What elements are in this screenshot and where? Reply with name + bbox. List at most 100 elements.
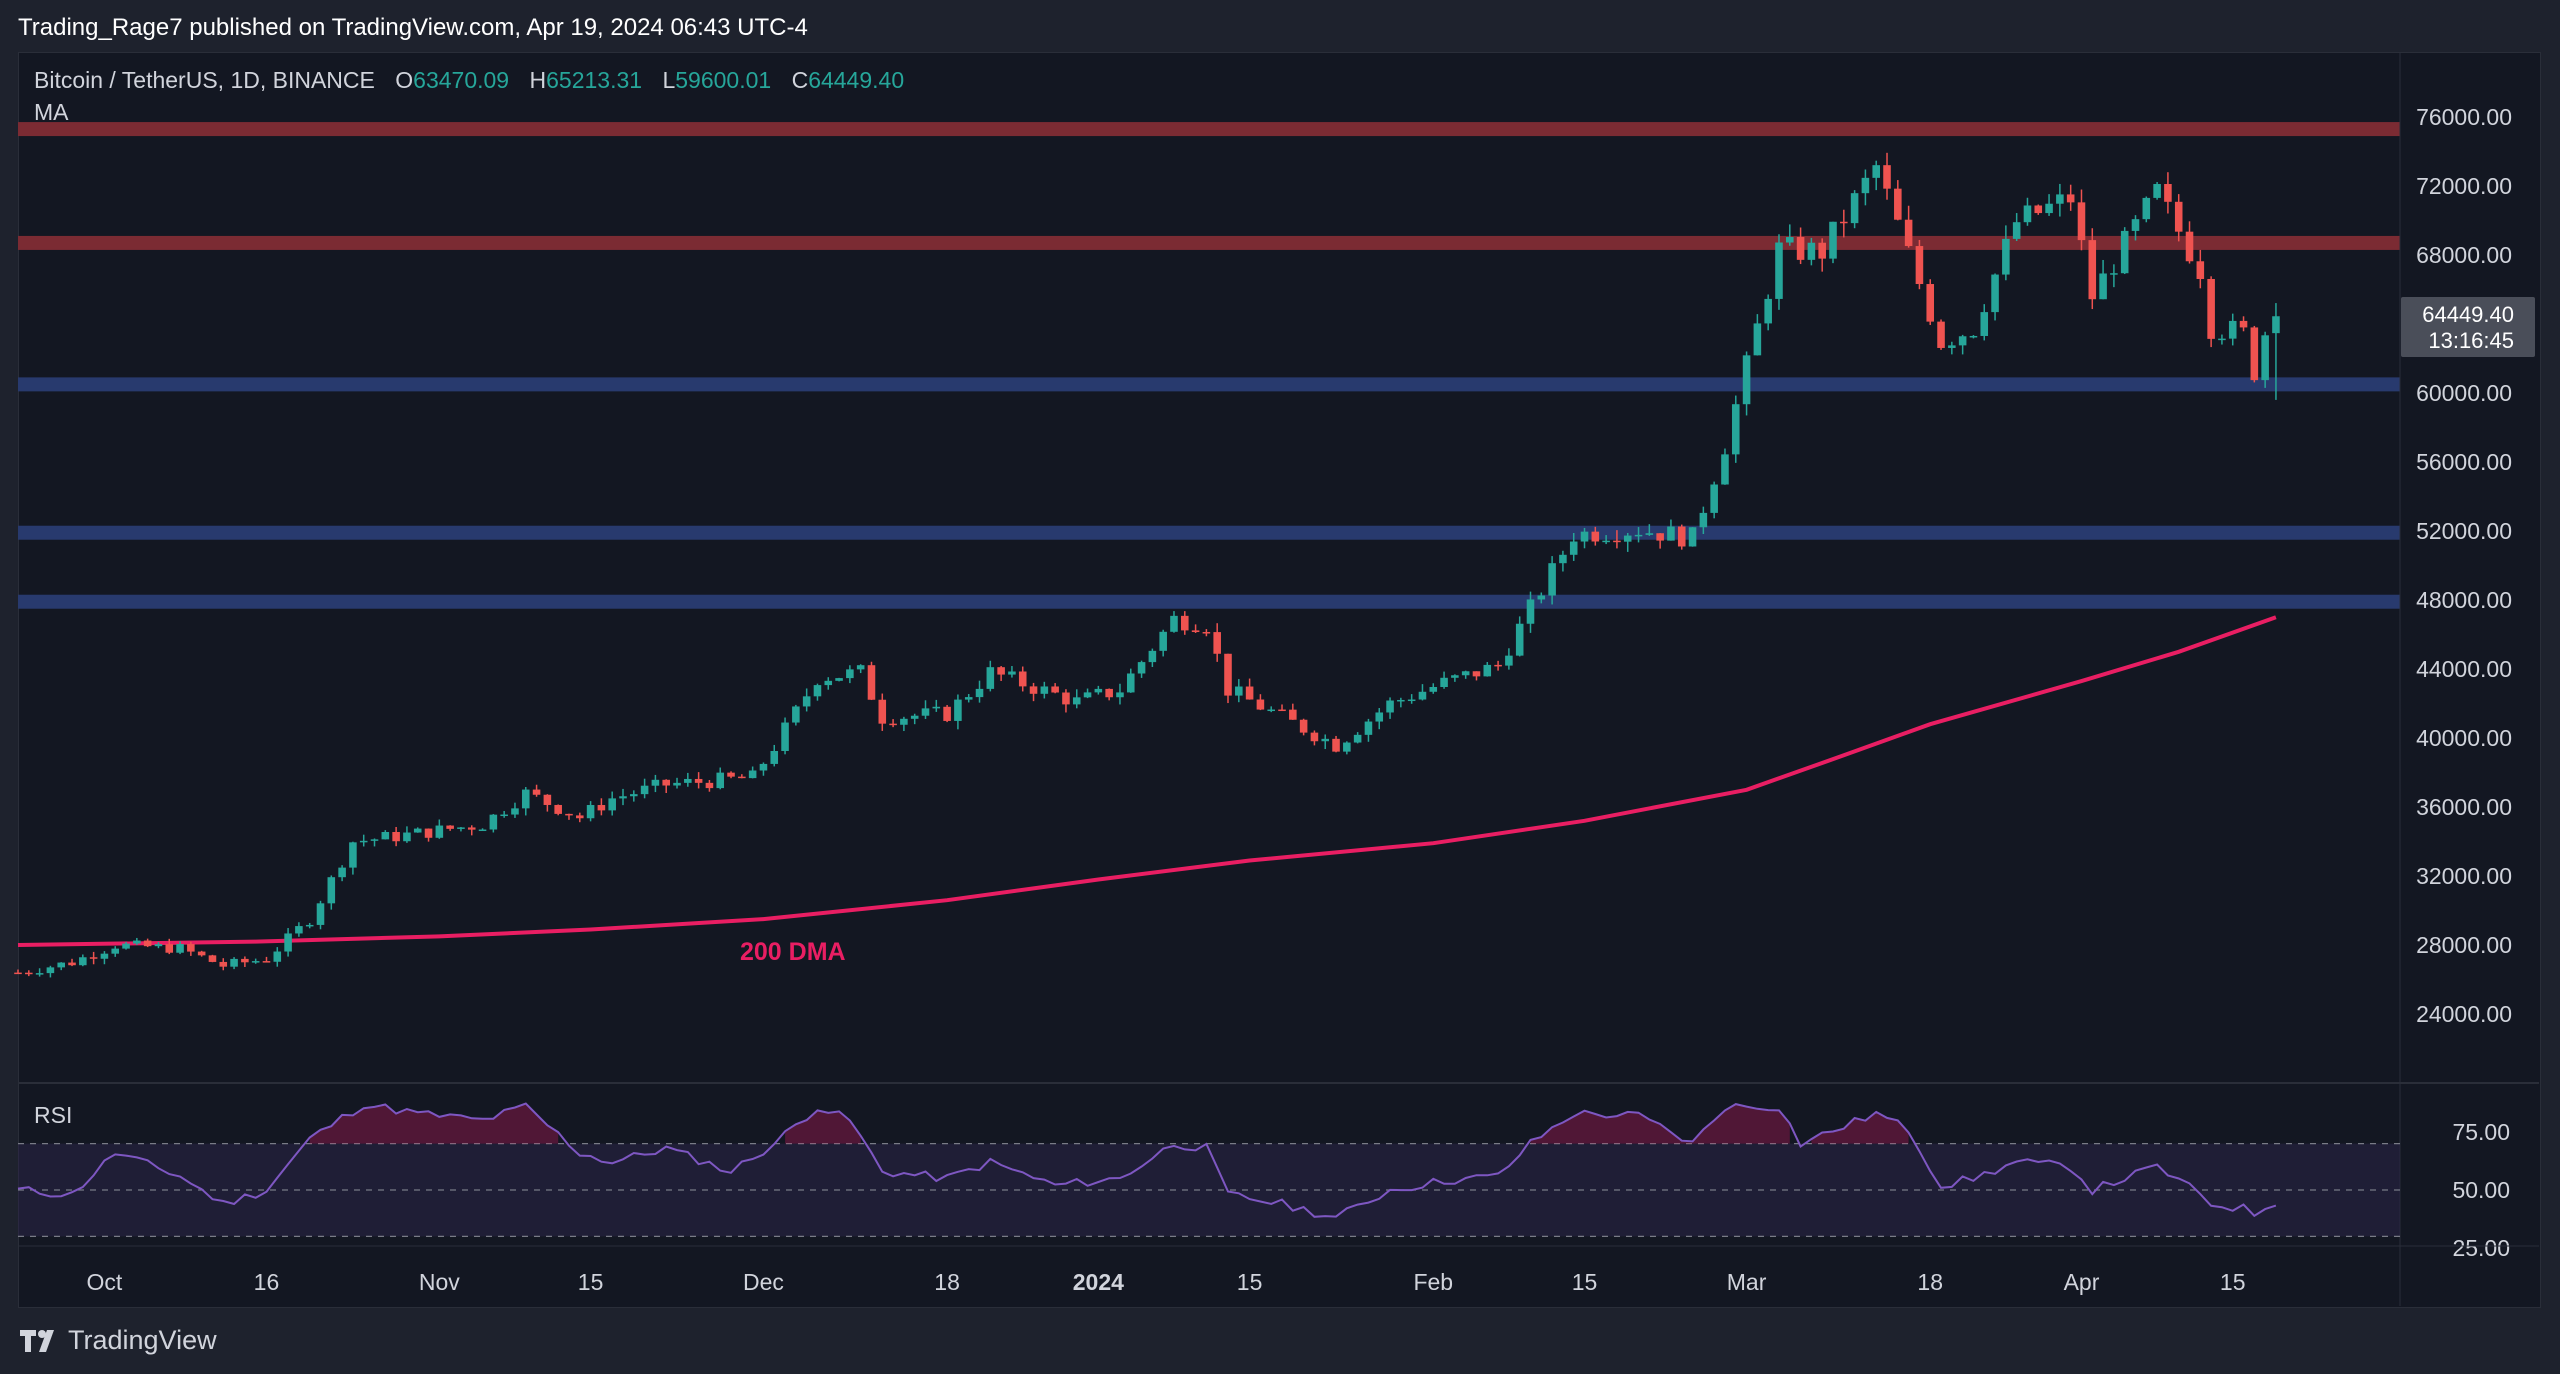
candle-body bbox=[251, 961, 260, 963]
time-tick-label: Oct bbox=[87, 1269, 123, 1295]
candle-body bbox=[370, 839, 379, 841]
candle-body bbox=[1472, 671, 1481, 677]
price-tick-label: 76000.00 bbox=[2416, 104, 2512, 130]
candle-body bbox=[673, 782, 681, 786]
candle-body bbox=[576, 815, 584, 819]
candle-body bbox=[1591, 531, 1600, 542]
candle-body bbox=[2034, 205, 2043, 214]
candle-body bbox=[1515, 623, 1524, 656]
candle-body bbox=[2012, 222, 2021, 239]
price-tick-label: 32000.00 bbox=[2416, 863, 2512, 889]
resistance-level-1[interactable] bbox=[18, 235, 2400, 250]
candle-body bbox=[1796, 237, 1805, 260]
candle-body bbox=[154, 944, 163, 947]
candle-body bbox=[435, 825, 444, 838]
rsi-overbought-fill bbox=[1811, 1111, 1909, 1144]
candle-body bbox=[1332, 738, 1340, 752]
candle-body bbox=[1667, 526, 1675, 541]
legend-h-label: H bbox=[529, 67, 546, 93]
price-tick-label: 44000.00 bbox=[2416, 656, 2512, 682]
published-line: Trading_Rage7 published on TradingView.c… bbox=[18, 14, 808, 41]
candle-body bbox=[1850, 193, 1859, 224]
candle-body bbox=[1829, 221, 1837, 259]
candle-body bbox=[1969, 335, 1978, 338]
candle-body bbox=[35, 973, 44, 975]
price-tick-label: 60000.00 bbox=[2416, 380, 2512, 406]
candle-body bbox=[781, 722, 789, 751]
candle-body bbox=[716, 772, 725, 789]
resistance-level-0[interactable] bbox=[18, 122, 2400, 137]
candle-body bbox=[1634, 534, 1643, 537]
candle-body bbox=[2077, 202, 2086, 241]
candle-body bbox=[1202, 632, 1211, 634]
candle-body bbox=[921, 708, 930, 716]
candle-body bbox=[1213, 632, 1221, 654]
candle-body bbox=[2056, 194, 2064, 204]
candle-body bbox=[889, 723, 897, 726]
candle-body bbox=[2066, 194, 2075, 203]
candle-body bbox=[79, 957, 87, 966]
support-level-2[interactable] bbox=[18, 377, 2400, 392]
candle-body bbox=[446, 825, 454, 829]
ma-200-polyline bbox=[17, 615, 2277, 947]
candle-body bbox=[694, 778, 703, 783]
rsi-tick-label: 25.00 bbox=[2452, 1235, 2510, 1261]
price-axis[interactable]: 24000.00 28000.00 32000.00 36000.00 40000.00… bbox=[2416, 104, 2512, 1027]
candle-body bbox=[1116, 692, 1124, 698]
candle-body bbox=[1505, 655, 1513, 666]
time-tick-label: 15 bbox=[1237, 1269, 1263, 1295]
time-tick-label: 2024 bbox=[1073, 1269, 1124, 1295]
candle-body bbox=[1137, 662, 1146, 674]
candle-body bbox=[1699, 512, 1708, 528]
candle-body bbox=[2023, 205, 2032, 223]
candle-body bbox=[1375, 712, 1384, 722]
candle-body bbox=[1299, 719, 1308, 733]
support-level-3[interactable] bbox=[18, 525, 2400, 540]
candle-body bbox=[1040, 686, 1049, 694]
candle-body bbox=[359, 840, 368, 843]
candle-body bbox=[1289, 709, 1297, 720]
candle-body bbox=[932, 706, 941, 709]
candle-body bbox=[1072, 697, 1081, 705]
time-tick-label: Feb bbox=[1413, 1269, 1453, 1295]
candle-body bbox=[25, 972, 33, 975]
candle-body bbox=[100, 953, 109, 959]
candlesticks bbox=[14, 152, 2280, 978]
tradingview-logo-text: TradingView bbox=[68, 1325, 217, 1355]
candle-body bbox=[705, 782, 714, 789]
price-tick-label: 52000.00 bbox=[2416, 518, 2512, 544]
price-tick-label: 40000.00 bbox=[2416, 725, 2512, 751]
chart-frame[interactable] bbox=[18, 52, 2541, 1308]
candle-body bbox=[1569, 541, 1578, 555]
candle-body bbox=[1915, 246, 1924, 285]
candle-body bbox=[1224, 653, 1232, 696]
support-level-4[interactable] bbox=[18, 594, 2400, 609]
time-axis[interactable]: Oct 16 Nov 15 Dec 18 2024 15 Feb 15 Mar 18 Apr 15 bbox=[87, 1269, 2246, 1295]
candle-body bbox=[392, 832, 400, 842]
candle-body bbox=[1278, 709, 1286, 712]
candle-body bbox=[1310, 732, 1319, 742]
candle-body bbox=[1126, 673, 1135, 693]
candle-body bbox=[1894, 188, 1902, 220]
candle-body bbox=[1840, 221, 1848, 224]
candle-body bbox=[133, 940, 141, 944]
candle-body bbox=[1775, 242, 1783, 299]
candle-body bbox=[208, 955, 217, 962]
candle-body bbox=[349, 842, 357, 868]
candle-body bbox=[1386, 700, 1394, 713]
price-tick-label: 68000.00 bbox=[2416, 242, 2512, 268]
tradingview-logo-icon bbox=[20, 1329, 54, 1352]
rsi-line bbox=[17, 1102, 2277, 1218]
candle-body bbox=[1548, 563, 1556, 596]
candle-body bbox=[2142, 197, 2151, 220]
candle-body bbox=[1440, 677, 1448, 688]
candle-body bbox=[89, 957, 98, 959]
candle-body bbox=[68, 962, 76, 966]
candle-body bbox=[597, 805, 606, 811]
candle-body bbox=[46, 967, 55, 974]
candle-body bbox=[1483, 664, 1492, 677]
candle-body bbox=[413, 828, 422, 833]
tradingview-logo[interactable]: TradingView bbox=[20, 1325, 217, 1356]
candle-body bbox=[997, 667, 1005, 675]
